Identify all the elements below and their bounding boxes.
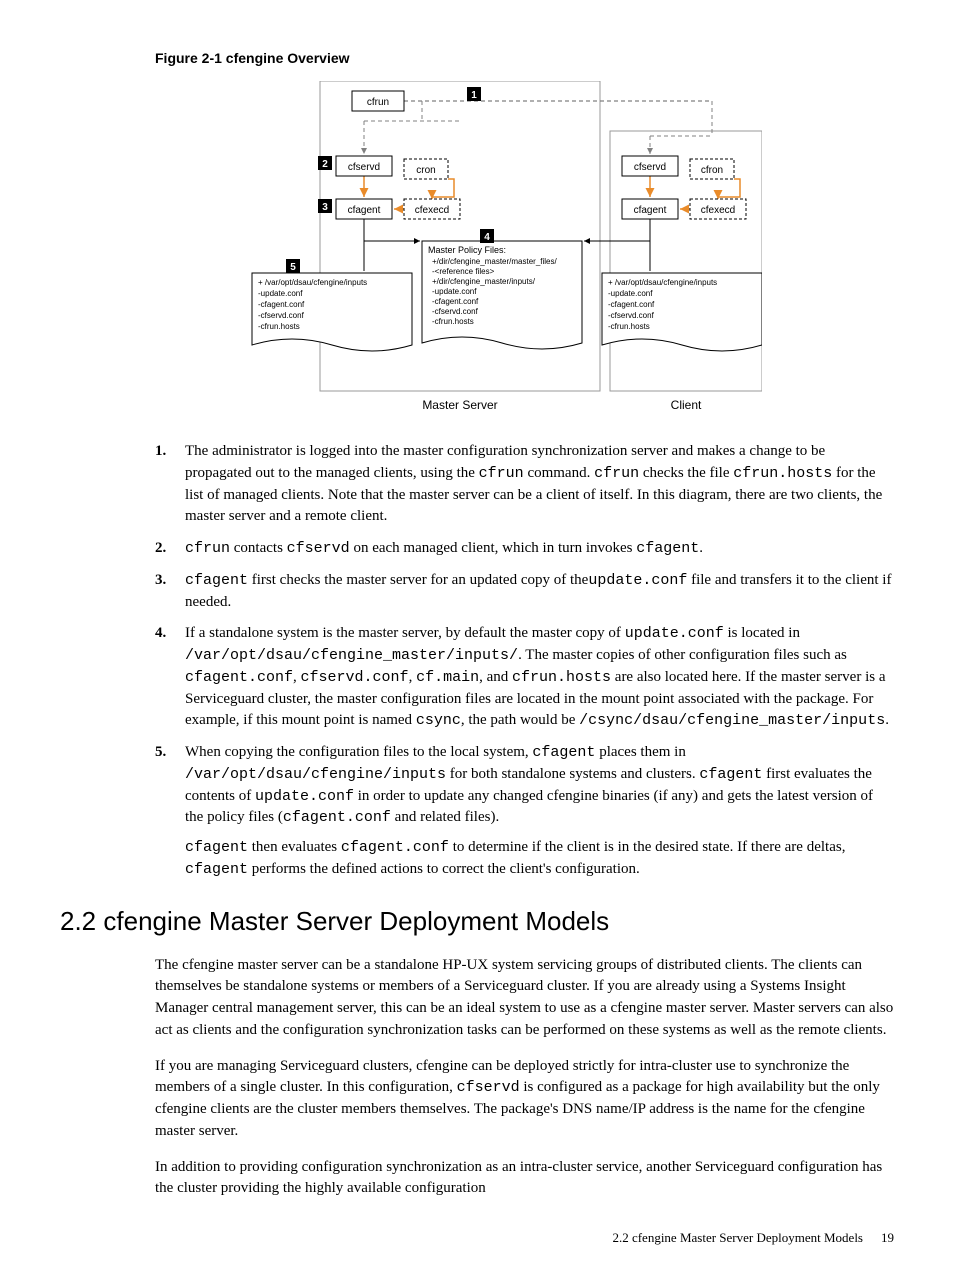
list-item-text: The administrator is logged into the mas… — [185, 441, 894, 528]
list-item-number: 3. — [155, 570, 185, 614]
svg-text:-update.conf: -update.conf — [608, 289, 653, 298]
svg-text:1: 1 — [471, 90, 477, 101]
list-item-text: cfagent first checks the master server f… — [185, 570, 894, 614]
svg-text:cfservd: cfservd — [348, 162, 380, 173]
section-body: The cfengine master server can be a stan… — [60, 955, 894, 1201]
list-item-text: When copying the configuration files to … — [185, 742, 894, 881]
svg-text:-cfservd.conf: -cfservd.conf — [608, 311, 655, 320]
body-paragraph: The cfengine master server can be a stan… — [155, 955, 894, 1042]
numbered-steps-list: 1.The administrator is logged into the m… — [155, 441, 894, 881]
svg-text:4: 4 — [484, 232, 490, 243]
svg-text:-update.conf: -update.conf — [432, 287, 477, 296]
footer-text: 2.2 cfengine Master Server Deployment Mo… — [612, 1230, 863, 1246]
footer-page-number: 19 — [881, 1230, 894, 1246]
svg-text:Client: Client — [671, 398, 702, 411]
svg-text:+/dir/cfengine_master/inputs/: +/dir/cfengine_master/inputs/ — [432, 277, 536, 286]
figure-caption: Figure 2-1 cfengine Overview — [155, 50, 894, 66]
page-footer: 2.2 cfengine Master Server Deployment Mo… — [60, 1230, 894, 1246]
cfengine-overview-diagram: Master Server Client cfrun cfservd cron cfage… — [192, 81, 762, 411]
svg-text:cfexecd: cfexecd — [701, 205, 735, 216]
body-paragraph: In addition to providing configuration s… — [155, 1157, 894, 1201]
diagram-container: Master Server Client cfrun cfservd cron cfage… — [60, 81, 894, 411]
svg-text:-<reference files>: -<reference files> — [432, 267, 495, 276]
svg-text:-cfrun.hosts: -cfrun.hosts — [608, 322, 650, 331]
svg-text:-update.conf: -update.conf — [258, 289, 303, 298]
svg-text:Master Policy Files:: Master Policy Files: — [428, 245, 506, 255]
svg-text:cfservd: cfservd — [634, 162, 666, 173]
body-paragraph: If you are managing Serviceguard cluster… — [155, 1056, 894, 1143]
list-item-number: 1. — [155, 441, 185, 528]
svg-text:cfagent: cfagent — [634, 205, 667, 216]
list-item-number: 4. — [155, 623, 185, 732]
list-item-number: 2. — [155, 538, 185, 560]
svg-text:cfagent: cfagent — [348, 205, 381, 216]
section-title: cfengine Master Server Deployment Models — [103, 906, 609, 936]
list-item: 3.cfagent first checks the master server… — [155, 570, 894, 614]
list-item: 5.When copying the configuration files t… — [155, 742, 894, 881]
svg-text:+/dir/cfengine_master/master_f: +/dir/cfengine_master/master_files/ — [432, 257, 558, 266]
svg-text:cfexecd: cfexecd — [415, 205, 449, 216]
svg-text:-cfservd.conf: -cfservd.conf — [258, 311, 305, 320]
svg-text:3: 3 — [322, 202, 328, 213]
list-item-text: cfrun contacts cfservd on each managed c… — [185, 538, 894, 560]
svg-text:Master Server: Master Server — [422, 398, 497, 411]
list-item: 2.cfrun contacts cfservd on each managed… — [155, 538, 894, 560]
section-number: 2.2 — [60, 906, 96, 936]
list-item: 1.The administrator is logged into the m… — [155, 441, 894, 528]
svg-text:cron: cron — [416, 165, 435, 176]
svg-text:5: 5 — [290, 262, 296, 273]
list-item-text: If a standalone system is the master ser… — [185, 623, 894, 732]
svg-text:cfrun: cfrun — [367, 97, 389, 108]
svg-text:-cfservd.conf: -cfservd.conf — [432, 307, 479, 316]
svg-text:-cfagent.conf: -cfagent.conf — [258, 300, 305, 309]
svg-text:+ /var/opt/dsau/cfengine/input: + /var/opt/dsau/cfengine/inputs — [258, 278, 367, 287]
svg-text:-cfagent.conf: -cfagent.conf — [432, 297, 479, 306]
section-heading: 2.2 cfengine Master Server Deployment Mo… — [60, 906, 894, 937]
svg-text:-cfrun.hosts: -cfrun.hosts — [432, 317, 474, 326]
svg-text:+ /var/opt/dsau/cfengine/input: + /var/opt/dsau/cfengine/inputs — [608, 278, 717, 287]
list-item: 4.If a standalone system is the master s… — [155, 623, 894, 732]
svg-text:-cfrun.hosts: -cfrun.hosts — [258, 322, 300, 331]
svg-text:2: 2 — [322, 159, 328, 170]
svg-text:-cfagent.conf: -cfagent.conf — [608, 300, 655, 309]
svg-text:cfron: cfron — [701, 165, 723, 176]
list-item-number: 5. — [155, 742, 185, 881]
